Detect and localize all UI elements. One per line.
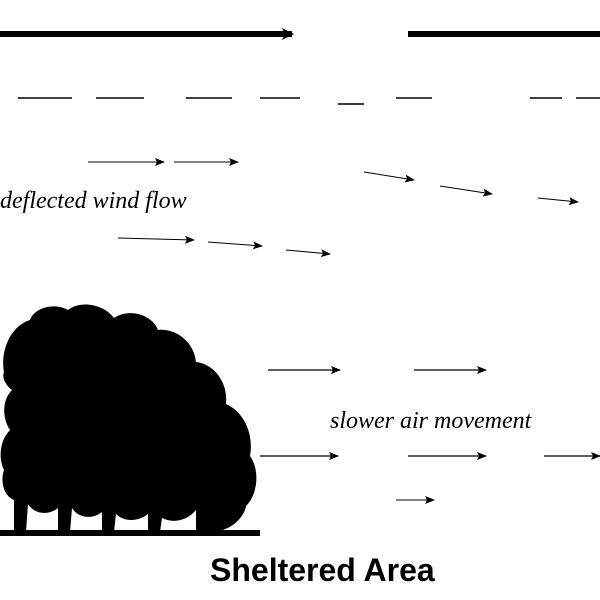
- windbreak-trees: [0, 300, 260, 540]
- sheltered-area-label: Sheltered Area: [210, 552, 435, 589]
- deflected-wind-label: deflected wind flow: [0, 188, 187, 215]
- slower-air-label: slower air movement: [330, 408, 531, 435]
